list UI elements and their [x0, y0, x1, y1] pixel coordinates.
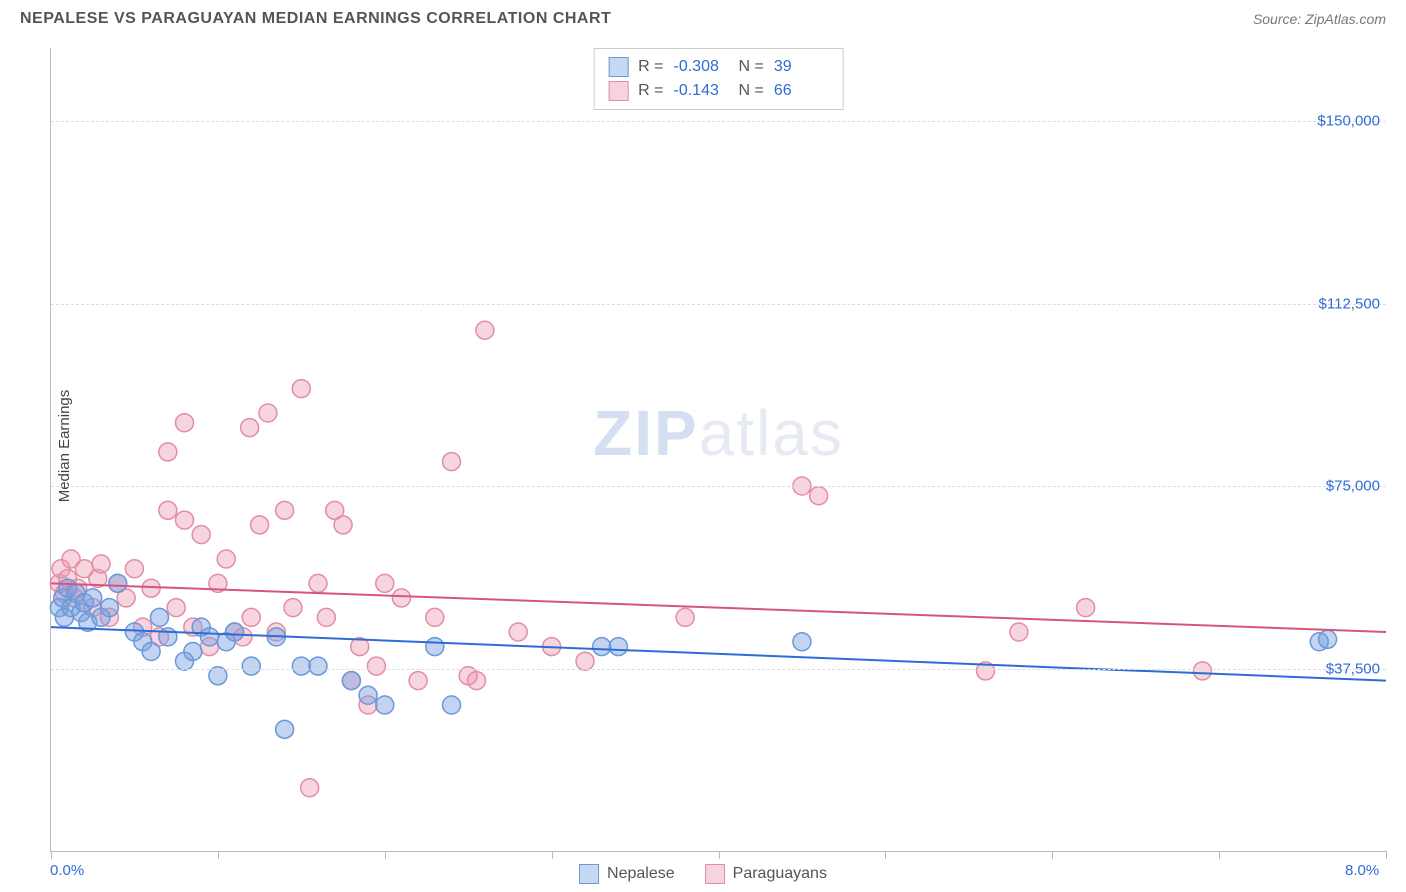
data-point: [184, 642, 202, 660]
data-point: [367, 657, 385, 675]
data-point: [109, 574, 127, 592]
data-point: [392, 589, 410, 607]
data-point: [176, 414, 194, 432]
x-tick: [885, 851, 886, 859]
gridline: [51, 121, 1386, 122]
y-tick-label: $75,000: [1326, 478, 1380, 495]
y-tick-label: $112,500: [1319, 295, 1380, 312]
x-tick: [385, 851, 386, 859]
x-tick: [1052, 851, 1053, 859]
x-tick: [1386, 851, 1387, 859]
data-point: [309, 657, 327, 675]
data-point: [167, 599, 185, 617]
data-point: [209, 667, 227, 685]
legend-swatch-paraguayans-icon: [705, 864, 725, 884]
legend-item-nepalese: Nepalese: [579, 864, 675, 884]
data-point: [292, 657, 310, 675]
data-point: [84, 589, 102, 607]
gridline: [51, 304, 1386, 305]
x-axis-max-label: 8.0%: [1345, 862, 1379, 879]
data-point: [217, 550, 235, 568]
data-point: [676, 608, 694, 626]
data-point: [1010, 623, 1028, 641]
y-tick-label: $150,000: [1317, 113, 1380, 130]
data-point: [317, 608, 335, 626]
data-point: [793, 633, 811, 651]
x-tick: [51, 851, 52, 859]
data-point: [125, 560, 143, 578]
data-point: [1193, 662, 1211, 680]
data-point: [376, 574, 394, 592]
data-point: [284, 599, 302, 617]
data-point: [150, 608, 168, 626]
data-point: [241, 419, 259, 437]
data-point: [309, 574, 327, 592]
chart-plot-area: ZIPatlas R = -0.308 N = 39 R = -0.143 N …: [50, 48, 1386, 852]
data-point: [1077, 599, 1095, 617]
data-point: [176, 511, 194, 529]
source-value: ZipAtlas.com: [1305, 11, 1386, 27]
legend-swatch-nepalese-icon: [579, 864, 599, 884]
data-point: [426, 638, 444, 656]
data-point: [226, 623, 244, 641]
data-point: [409, 672, 427, 690]
legend: Nepalese Paraguayans: [579, 864, 827, 884]
data-point: [334, 516, 352, 534]
gridline: [51, 669, 1386, 670]
x-tick: [719, 851, 720, 859]
data-point: [159, 443, 177, 461]
data-point: [251, 516, 269, 534]
data-point: [92, 555, 110, 573]
data-point: [359, 686, 377, 704]
data-point: [593, 638, 611, 656]
data-point: [609, 638, 627, 656]
x-tick: [552, 851, 553, 859]
legend-item-paraguayans: Paraguayans: [705, 864, 827, 884]
data-point: [292, 380, 310, 398]
data-point: [259, 404, 277, 422]
legend-label-nepalese: Nepalese: [607, 865, 675, 883]
gridline: [51, 486, 1386, 487]
data-point: [142, 642, 160, 660]
data-point: [576, 652, 594, 670]
data-point: [242, 657, 260, 675]
data-point: [342, 672, 360, 690]
data-point: [192, 526, 210, 544]
data-point: [810, 487, 828, 505]
data-point: [376, 696, 394, 714]
data-point: [201, 628, 219, 646]
y-tick-label: $37,500: [1326, 660, 1380, 677]
data-point: [443, 453, 461, 471]
data-point: [159, 501, 177, 519]
scatter-plot-svg: [51, 48, 1386, 851]
data-point: [301, 779, 319, 797]
chart-title: NEPALESE VS PARAGUAYAN MEDIAN EARNINGS C…: [20, 10, 611, 28]
x-axis-min-label: 0.0%: [50, 862, 84, 879]
data-point: [100, 599, 118, 617]
data-point: [242, 608, 260, 626]
data-point: [276, 720, 294, 738]
data-point: [476, 321, 494, 339]
data-point: [468, 672, 486, 690]
data-point: [443, 696, 461, 714]
data-point: [276, 501, 294, 519]
data-point: [426, 608, 444, 626]
source-attribution: Source: ZipAtlas.com: [1253, 11, 1386, 27]
x-tick: [1219, 851, 1220, 859]
x-tick: [218, 851, 219, 859]
source-label: Source:: [1253, 11, 1301, 27]
data-point: [1319, 630, 1337, 648]
legend-label-paraguayans: Paraguayans: [733, 865, 827, 883]
data-point: [509, 623, 527, 641]
